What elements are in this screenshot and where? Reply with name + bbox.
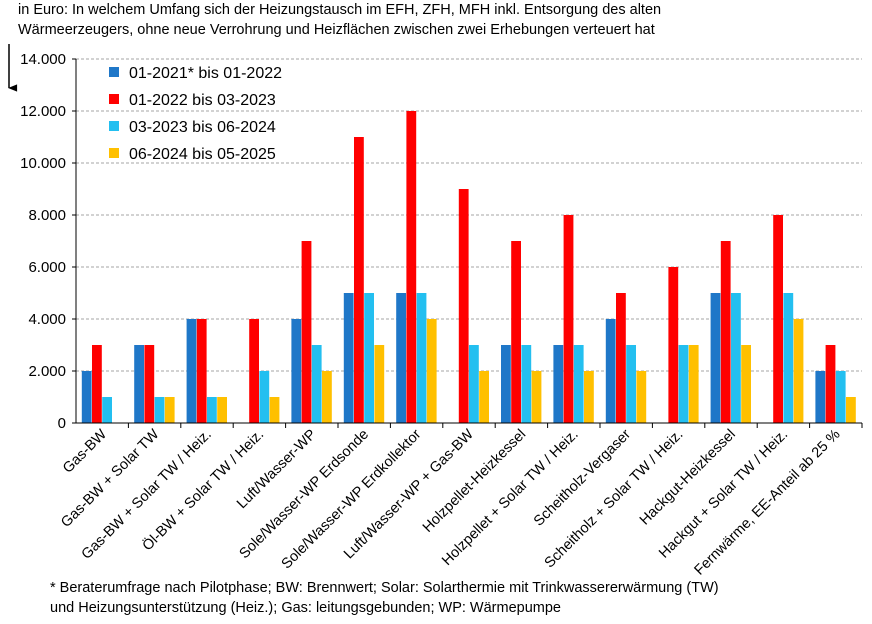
bar-4 <box>217 397 227 423</box>
bar-1 <box>501 345 511 423</box>
bar-4 <box>269 397 280 423</box>
bar-3 <box>416 293 427 423</box>
bar-4 <box>636 371 647 423</box>
bar-3 <box>783 293 794 423</box>
bar-1 <box>343 293 354 423</box>
legend-label: 01-2022 bis 03-2023 <box>129 92 276 109</box>
bar-2 <box>563 215 574 423</box>
x-category-label: Hackgut-Heizkessel <box>637 427 739 529</box>
bar-2 <box>668 267 679 423</box>
bar-4 <box>374 345 385 423</box>
bar-4 <box>584 371 594 423</box>
bar-3 <box>521 345 532 423</box>
legend-label: 01-2021* bis 01-2022 <box>129 65 282 82</box>
bar-chart: 0 2.000 4.000 6.000 8.000 10.000 12.000 14.000 G… <box>8 44 863 579</box>
bar-1 <box>134 345 144 423</box>
y-tick-label: 12.000 <box>20 103 66 120</box>
y-tick-label: 14.000 <box>20 51 66 68</box>
bar-3 <box>364 293 374 423</box>
bar-1 <box>81 371 92 423</box>
bar-2 <box>511 241 521 423</box>
bar-3 <box>311 345 322 423</box>
bar-1 <box>186 319 197 423</box>
chart-title-line-1: in Euro: In welchem Umfang sich der Heiz… <box>18 2 662 18</box>
bar-1 <box>553 345 564 423</box>
bar-4 <box>322 371 332 423</box>
bar-3 <box>207 397 217 423</box>
y-tick-label: 10.000 <box>20 155 66 172</box>
footnote-line-2: und Heizungsunterstützung (Heiz.); Gas: … <box>50 600 561 616</box>
bar-3 <box>678 345 689 423</box>
bar-4 <box>688 345 699 423</box>
legend-swatch <box>109 94 119 104</box>
bar-3 <box>102 397 112 423</box>
bar-1 <box>710 293 721 423</box>
bar-4 <box>846 397 856 423</box>
legend-swatch <box>109 148 119 158</box>
bar-4 <box>479 371 489 423</box>
y-tick-label: 0 <box>58 415 66 432</box>
bar-4 <box>793 319 804 423</box>
footnote-line-1: * Beraterumfrage nach Pilotphase; BW: Br… <box>50 580 719 596</box>
bar-2 <box>301 241 312 423</box>
bar-1 <box>815 371 826 423</box>
bar-3 <box>154 397 165 423</box>
bar-4 <box>531 371 542 423</box>
bar-3 <box>469 345 479 423</box>
bar-2 <box>354 137 364 423</box>
bar-4 <box>164 397 175 423</box>
bar-2 <box>616 293 626 423</box>
y-tick-label: 8.000 <box>28 207 66 224</box>
bar-3 <box>835 371 846 423</box>
y-tick-label: 2.000 <box>28 363 66 380</box>
legend-swatch <box>109 67 119 77</box>
bar-2 <box>773 215 783 423</box>
x-category-label: Holzpellet-Heizkessel <box>420 427 529 536</box>
bar-3 <box>259 371 270 423</box>
bar-2 <box>92 345 102 423</box>
bar-1 <box>396 293 406 423</box>
y-tick-label: 4.000 <box>28 311 66 328</box>
bar-3 <box>731 293 741 423</box>
bar-2 <box>406 111 417 423</box>
bar-2 <box>144 345 155 423</box>
bar-4 <box>741 345 751 423</box>
legend-swatch <box>109 121 119 131</box>
bar-1 <box>291 319 302 423</box>
x-category-label: Gas-BW + Solar TW <box>58 426 162 530</box>
bar-1 <box>605 319 616 423</box>
bar-2 <box>720 241 731 423</box>
bar-2 <box>249 319 259 423</box>
bar-2 <box>458 189 469 423</box>
legend-label: 03-2023 bis 06-2024 <box>129 119 276 136</box>
bar-2 <box>196 319 207 423</box>
bar-3 <box>626 345 636 423</box>
bar-3 <box>573 345 584 423</box>
legend-label: 06-2024 bis 05-2025 <box>129 146 276 163</box>
x-category-label: Gas-BW <box>60 426 110 476</box>
y-tick-label: 6.000 <box>28 259 66 276</box>
chart-title-line-2: Wärmeerzeugers, ohne neue Verrohrung und… <box>18 22 655 38</box>
bar-4 <box>426 319 437 423</box>
x-category-label: Scheitholz-Vergaser <box>531 426 634 529</box>
bar-2 <box>825 345 836 423</box>
